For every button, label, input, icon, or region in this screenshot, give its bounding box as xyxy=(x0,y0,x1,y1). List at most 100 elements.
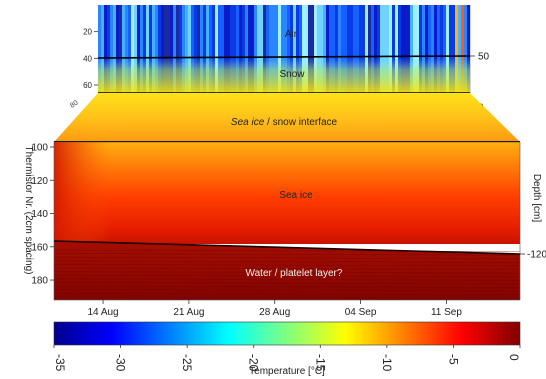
air-temperature-stripes xyxy=(98,5,471,93)
colorbar-label: Temperature [°C] xyxy=(249,366,325,377)
air-stripe xyxy=(335,5,339,93)
air-stripe xyxy=(419,5,423,93)
air-stripe xyxy=(362,5,366,93)
air-stripe xyxy=(440,5,444,93)
colorbar-gradient xyxy=(53,321,521,346)
air-stripe xyxy=(128,5,132,93)
ice-water-boundary-line xyxy=(53,240,521,255)
skewed-tick-label: 80 xyxy=(69,99,79,109)
air-stripe xyxy=(395,5,399,93)
air-stripe xyxy=(413,5,417,93)
air-stripe xyxy=(365,5,369,93)
water-streak xyxy=(53,274,521,278)
air-stripe xyxy=(146,5,150,93)
lower-panel-frame xyxy=(53,141,521,301)
upper-y-tick-label: 60 xyxy=(83,81,92,90)
air-stripe xyxy=(248,5,252,93)
air-stripe xyxy=(197,5,201,93)
water-streak xyxy=(53,253,521,256)
air-stripe xyxy=(422,5,426,93)
colorbar-tick-label: -5 xyxy=(446,354,460,365)
air-stripe xyxy=(275,5,279,93)
air-stripe xyxy=(389,5,393,93)
air-stripe xyxy=(161,5,165,93)
air-stripe xyxy=(98,5,102,93)
air-stripe xyxy=(188,5,192,93)
interface-panel: Sea ice / snow interface 80 xyxy=(54,93,520,143)
air-stripe xyxy=(287,5,291,93)
air-stripe xyxy=(149,5,153,93)
air-stripe xyxy=(119,5,123,93)
air-stripe xyxy=(212,5,216,93)
air-stripe xyxy=(242,5,246,93)
air-stripe xyxy=(380,5,384,93)
air-stripe xyxy=(203,5,207,93)
colorbar-tick-label: -30 xyxy=(114,354,128,372)
x-tick-label: 28 Aug xyxy=(259,307,290,318)
air-stripe xyxy=(356,5,360,93)
air-stripe xyxy=(302,5,306,93)
air-stripe xyxy=(401,5,405,93)
air-stripe xyxy=(113,5,117,93)
colorbar-tick-label: -15 xyxy=(313,354,327,372)
air-stripe xyxy=(101,5,105,93)
air-stripe xyxy=(254,5,258,93)
air-stripe xyxy=(434,5,438,93)
air-stripe xyxy=(410,5,414,93)
air-stripe xyxy=(338,5,342,93)
air-stripe xyxy=(155,5,159,93)
water-streak xyxy=(53,285,521,288)
air-stripe xyxy=(305,5,309,93)
water-layer-fill xyxy=(54,241,520,300)
air-stripe xyxy=(329,5,333,93)
sea-ice-label: Sea ice xyxy=(279,190,313,201)
air-stripe xyxy=(131,5,135,93)
air-stripe xyxy=(449,5,453,93)
air-stripe xyxy=(158,5,162,93)
snow-label: Snow xyxy=(279,69,305,80)
air-stripe xyxy=(251,5,255,93)
air-stripe xyxy=(308,5,312,93)
air-stripe xyxy=(176,5,180,93)
air-stripe xyxy=(350,5,354,93)
air-stripe xyxy=(257,5,261,93)
air-stripe xyxy=(278,5,282,93)
air-stripe xyxy=(269,5,273,93)
colorbar-tick-label: 0 xyxy=(507,354,521,361)
water-streak xyxy=(53,271,521,274)
air-stripe xyxy=(209,5,213,93)
lower-right-axis: -120 xyxy=(520,250,546,261)
water-streak xyxy=(53,296,521,299)
air-stripe xyxy=(230,5,234,93)
air-stripe xyxy=(236,5,240,93)
air-stripe xyxy=(428,5,432,93)
colorbar-ticks: -35 -30 -25 -20 -15 -10 -5 0 xyxy=(53,345,521,372)
air-stripe xyxy=(416,5,420,93)
air-stripe xyxy=(344,5,348,93)
air-stripe xyxy=(371,5,375,93)
air-stripe xyxy=(320,5,324,93)
water-streak xyxy=(53,278,521,281)
lower-y-tick-label: 120 xyxy=(31,176,48,187)
x-tick-label: 21 Aug xyxy=(173,307,204,318)
air-stripe xyxy=(143,5,147,93)
y-axis-label: Thermistor Nr. (2cm spacing) xyxy=(23,146,34,275)
colorbar-tick-label: -25 xyxy=(180,354,194,372)
air-stripe xyxy=(437,5,441,93)
air-stripe xyxy=(170,5,174,93)
water-streak xyxy=(53,292,521,296)
air-stripe xyxy=(446,5,450,93)
air-stripe xyxy=(173,5,177,93)
air-stripe xyxy=(218,5,222,93)
air-stripe xyxy=(179,5,183,93)
air-stripe xyxy=(455,5,459,93)
air-stripe xyxy=(290,5,294,93)
air-stripe xyxy=(467,5,471,93)
air-stripe xyxy=(167,5,171,93)
air-stripe xyxy=(386,5,390,93)
air-stripe xyxy=(134,5,138,93)
air-stripe xyxy=(284,5,288,93)
air-stripe xyxy=(461,5,465,93)
lower-y-axis: 100 120 140 160 180 xyxy=(31,142,54,287)
air-stripe xyxy=(263,5,267,93)
